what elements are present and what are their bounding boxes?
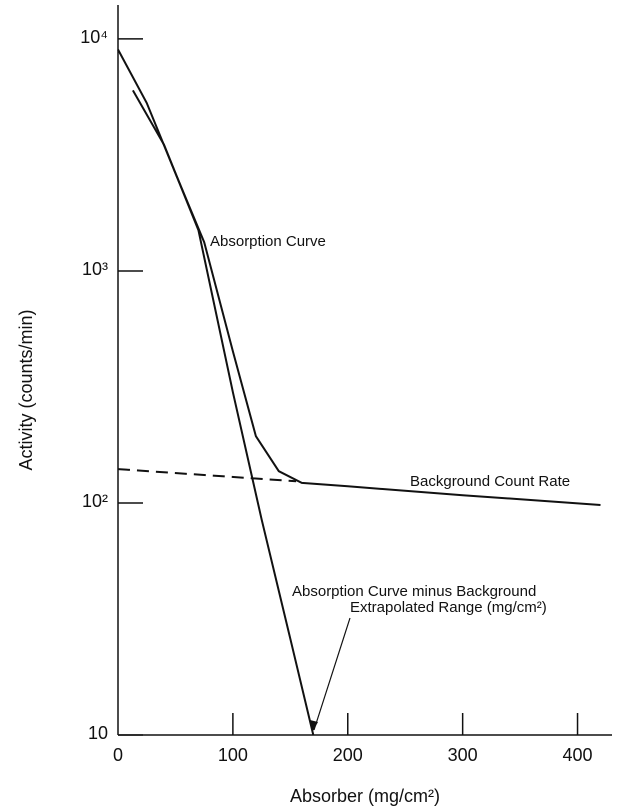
series-label: Absorption Curve bbox=[210, 233, 326, 250]
y-tick-label: 10² bbox=[82, 491, 108, 511]
x-tick-label: 100 bbox=[218, 745, 248, 765]
annotation-arrow bbox=[313, 617, 351, 731]
annotation: Extrapolated Range (mg/cm²) bbox=[350, 599, 547, 616]
series-line bbox=[117, 49, 601, 506]
series-label: Background Count Rate bbox=[410, 473, 570, 490]
series-line bbox=[117, 468, 297, 483]
y-tick-label: 10 bbox=[88, 723, 108, 743]
y-axis-label: Activity (counts/min) bbox=[16, 309, 36, 470]
x-tick-label: 400 bbox=[563, 745, 593, 765]
series-label: Absorption Curve minus Background bbox=[292, 583, 536, 600]
x-tick-label: 0 bbox=[113, 745, 123, 765]
series-line bbox=[132, 89, 315, 736]
x-tick-label: 200 bbox=[333, 745, 363, 765]
y-tick-label: 10⁴ bbox=[80, 27, 108, 47]
x-axis-label: Absorber (mg/cm²) bbox=[290, 786, 440, 806]
x-tick-label: 300 bbox=[448, 745, 478, 765]
y-tick-label: 10³ bbox=[82, 259, 108, 279]
